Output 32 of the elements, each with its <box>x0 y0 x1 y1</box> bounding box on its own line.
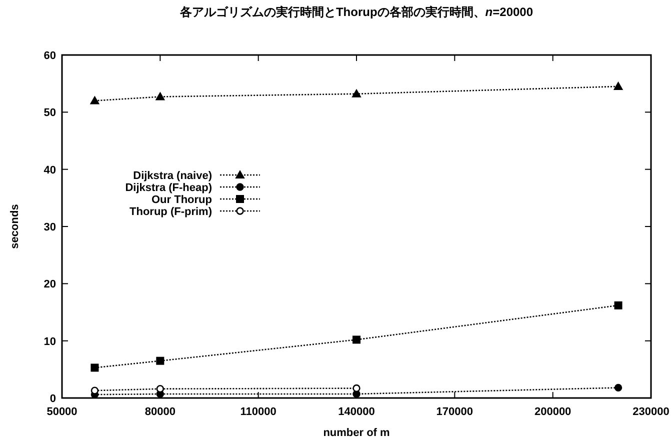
x-tick-label: 50000 <box>46 406 78 418</box>
y-tick-label: 50 <box>44 107 56 120</box>
y-tick-label: 20 <box>44 278 56 291</box>
y-tick-label: 0 <box>50 393 56 405</box>
point <box>614 301 622 310</box>
point <box>90 96 100 104</box>
legend-label: Thorup (F-prim) <box>130 206 212 218</box>
y-tick-label: 30 <box>44 222 56 234</box>
legend-label: Dijkstra (F-heap) <box>125 182 212 194</box>
point <box>352 89 361 98</box>
x-tick-label: 110000 <box>240 406 276 418</box>
point <box>614 82 623 90</box>
x-axis-title: number of m <box>323 427 390 439</box>
point <box>352 336 360 344</box>
point <box>90 386 99 394</box>
y-axis-title: seconds <box>9 204 21 249</box>
legend-label: Our Thorup <box>152 194 212 206</box>
x-tick-label: 140000 <box>338 406 375 418</box>
y-tick-label: 10 <box>44 336 56 348</box>
legend-label: Dijkstra (naive) <box>133 170 212 182</box>
point <box>156 356 164 365</box>
chart-title: 各アルゴリズムの実行時間とThorupの各部の実行時間、n=20000 <box>178 5 534 19</box>
x-tick-label: 80000 <box>144 406 176 418</box>
point <box>90 364 99 372</box>
y-tick-label: 60 <box>44 50 56 62</box>
point <box>352 384 360 392</box>
point <box>614 384 622 392</box>
y-tick-label: 40 <box>44 164 56 176</box>
x-tick-label: 170000 <box>436 406 474 418</box>
point <box>156 92 165 100</box>
x-tick-label: 200000 <box>534 406 572 418</box>
x-tick-label: 230000 <box>632 406 670 418</box>
